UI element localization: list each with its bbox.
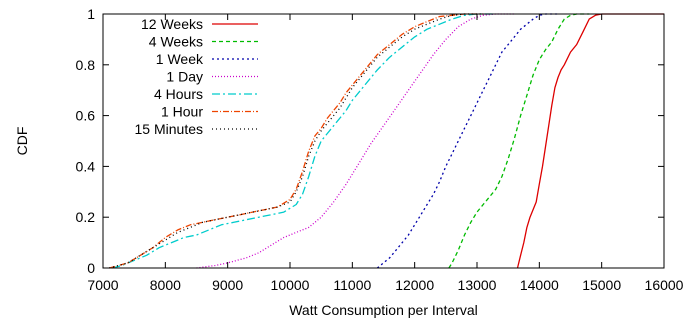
- ticks-layer: 7000 8000 9000 10000 11000 12000 13000 14000 150…: [76, 6, 684, 293]
- x-tick-label: 11000: [333, 277, 371, 293]
- legend-label: 1 Day: [166, 69, 203, 85]
- y-tick-label: 0.4: [76, 158, 96, 174]
- x-tick-label: 8000: [150, 277, 181, 293]
- x-tick-label: 10000: [271, 277, 310, 293]
- y-tick-label: 0.2: [76, 209, 96, 225]
- x-tick-label: 16000: [645, 277, 684, 293]
- x-axis-title: Watt Consumption per Interval: [289, 302, 478, 318]
- series-layer: [109, 13, 664, 269]
- series-line-4-hours: [112, 13, 496, 269]
- legend-label: 4 Hours: [154, 86, 203, 102]
- x-tick-label: 9000: [212, 277, 243, 293]
- legend-label: 1 Week: [156, 51, 204, 67]
- legend-label: 4 Weeks: [149, 34, 203, 50]
- x-tick-label: 15000: [582, 277, 621, 293]
- y-tick-label: 0: [87, 260, 95, 276]
- y-tick-label: 0.8: [76, 57, 96, 73]
- legend-label: 12 Weeks: [141, 16, 203, 32]
- series-line-1-week: [376, 13, 558, 269]
- series-line-12-weeks: [516, 13, 664, 269]
- x-tick-label: 13000: [458, 277, 497, 293]
- y-tick-label: 1: [87, 6, 95, 22]
- legend-label: 15 Minutes: [135, 121, 203, 137]
- plot-frame: [102, 13, 665, 269]
- series-line-4-weeks: [448, 13, 590, 269]
- y-tick-label: 0.6: [76, 108, 96, 124]
- series-line-1-day: [196, 13, 515, 269]
- y-axis-title: CDF: [14, 127, 30, 156]
- legend-label: 1 Hour: [161, 104, 203, 120]
- x-tick-label: 12000: [395, 277, 434, 293]
- x-tick-label: 7000: [87, 277, 118, 293]
- x-tick-label: 14000: [520, 277, 559, 293]
